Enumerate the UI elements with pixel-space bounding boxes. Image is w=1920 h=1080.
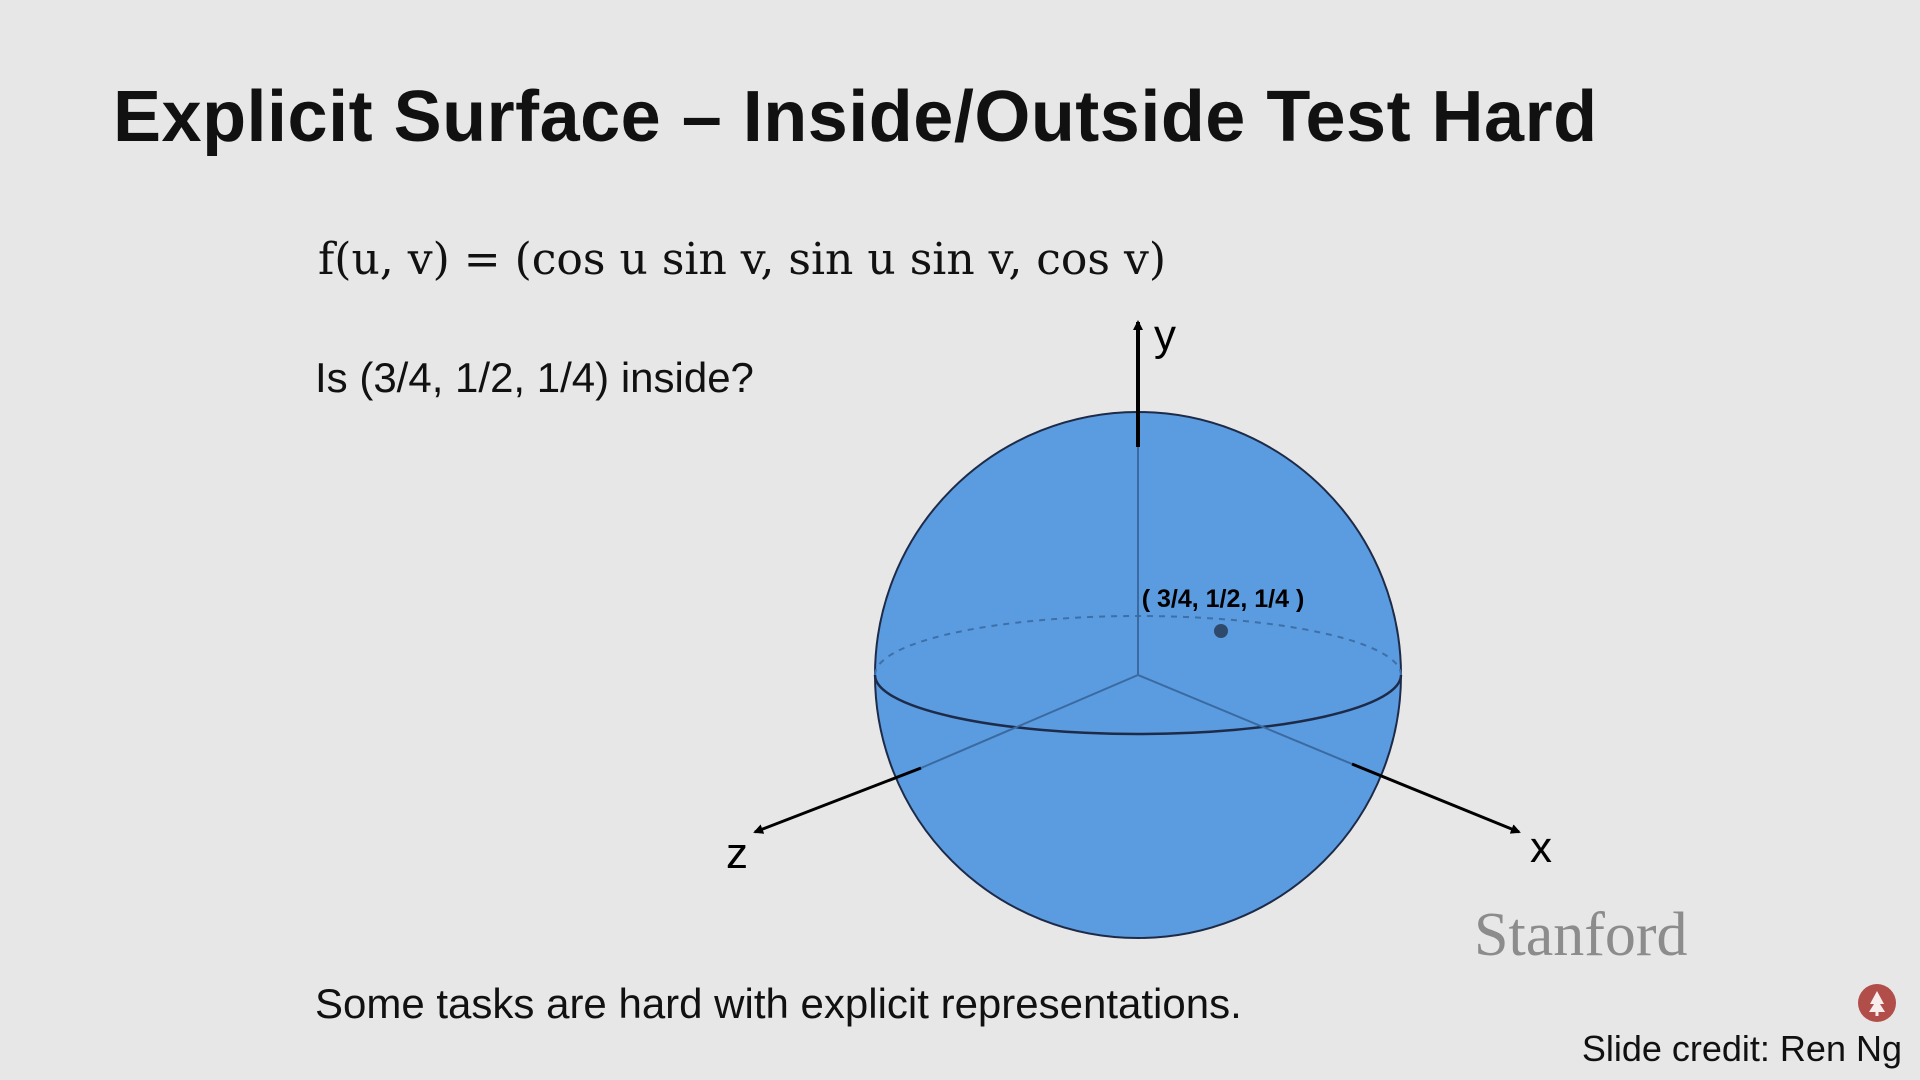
z-axis-label: z (726, 829, 748, 878)
inner-x-axis (1137, 674, 1353, 765)
inner-z-axis (920, 674, 1139, 769)
slide-credit: Slide credit: Ren Ng (1581, 1028, 1902, 1069)
x-axis-arrow (1351, 762, 1521, 834)
point-label: ( 3/4, 1/2, 1/4 ) (1142, 585, 1305, 613)
slide-title: Explicit Surface – Inside/Outside Test H… (113, 77, 1598, 157)
stanford-logo: Stanford (1474, 901, 1688, 969)
query-point (1214, 624, 1228, 638)
stanford-seal-icon (1858, 984, 1896, 1022)
bottom-text: Some tasks are hard with explicit repres… (315, 980, 1242, 1027)
x-axis-label: x (1530, 823, 1552, 872)
question-text: Is (3/4, 1/2, 1/4) inside? (315, 354, 754, 401)
equator-front (873, 674, 1403, 736)
z-axis-arrow (753, 766, 922, 834)
y-axis-label: y (1154, 311, 1176, 360)
parametric-formula: f(u, v) = (cos u sin v, sin u sin v, cos… (318, 234, 1167, 285)
